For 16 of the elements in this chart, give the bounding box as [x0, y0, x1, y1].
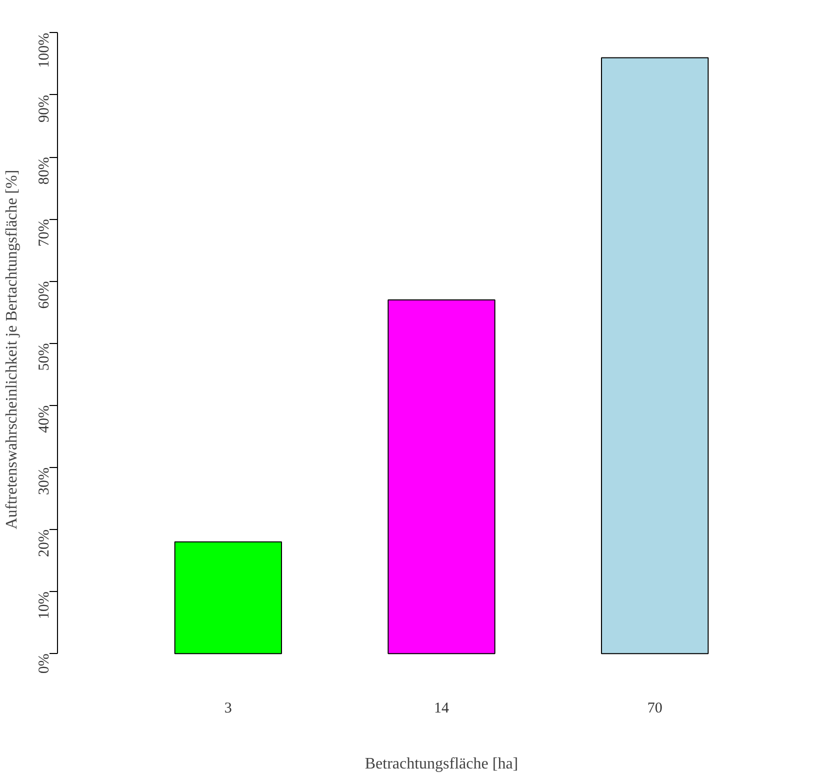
x-tick-label: 70: [647, 700, 662, 716]
y-tick-label: 70%: [36, 219, 52, 247]
y-tick-label: 40%: [36, 405, 52, 433]
y-tick-label: 0%: [36, 654, 52, 674]
y-tick-label: 30%: [36, 467, 52, 495]
y-tick-label: 10%: [36, 592, 52, 620]
x-axis-title: Betrachtungsfläche [ha]: [364, 756, 518, 772]
y-tick-label: 60%: [36, 281, 52, 309]
y-tick-label: 50%: [36, 343, 52, 371]
y-axis-title: Auftretenswahrscheinlichkeit je Bertachtungsfläche [%]: [4, 170, 20, 530]
y-tick-label: 80%: [36, 157, 52, 185]
y-tick-label: 90%: [36, 94, 52, 122]
y-tick-label: 100%: [36, 32, 52, 68]
x-tick-label: 3: [224, 700, 232, 716]
x-tick-label: 14: [434, 700, 450, 716]
y-tick-label: 20%: [36, 530, 52, 558]
